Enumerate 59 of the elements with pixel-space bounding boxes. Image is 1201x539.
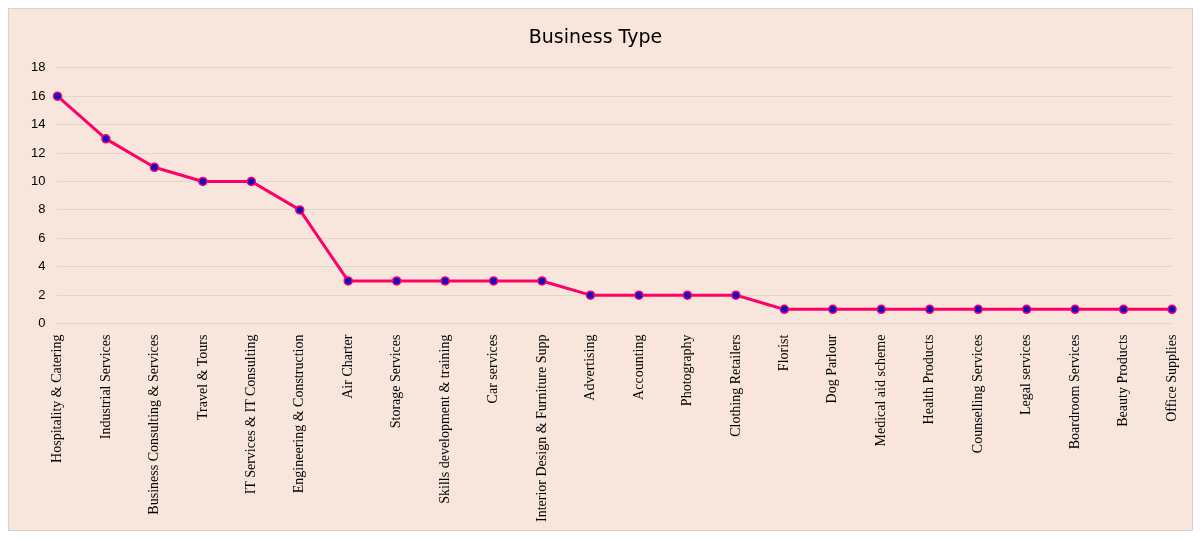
x-tick-label: Medical aid scheme bbox=[872, 334, 888, 447]
y-tick-label: 12 bbox=[30, 144, 46, 160]
x-tick-label: Air Charter bbox=[339, 334, 355, 399]
y-tick-label: 0 bbox=[38, 315, 46, 331]
x-tick-label: Interior Design & Furniture Supp bbox=[533, 334, 549, 522]
point bbox=[924, 304, 935, 315]
point bbox=[52, 91, 63, 101]
point bbox=[440, 276, 450, 286]
point bbox=[295, 205, 305, 215]
point bbox=[343, 276, 353, 286]
point bbox=[1118, 304, 1129, 315]
point bbox=[1070, 304, 1080, 315]
y-tick-label: 18 bbox=[30, 59, 46, 75]
x-tick-label: Advertising bbox=[582, 334, 598, 401]
x-tick-label: Hospitality & Catering bbox=[49, 334, 65, 463]
point bbox=[198, 176, 208, 187]
x-tick-label: Florist bbox=[776, 334, 792, 372]
x-tick-label: Counselling Services bbox=[969, 334, 985, 454]
point bbox=[149, 162, 160, 173]
point bbox=[973, 304, 983, 315]
point bbox=[876, 304, 886, 315]
x-tick-label: Storage Services bbox=[388, 334, 404, 429]
x-tick-label: Legal services bbox=[1018, 334, 1034, 416]
x-tick-label: IT Services & IT Consulting bbox=[242, 334, 258, 495]
y-tick-label: 8 bbox=[38, 201, 46, 217]
point bbox=[634, 290, 644, 300]
point bbox=[731, 290, 741, 300]
point bbox=[537, 276, 547, 286]
point bbox=[1021, 304, 1032, 315]
x-tick-label: Beauty Products bbox=[1115, 334, 1131, 427]
x-tick-label: Office Supplies bbox=[1163, 334, 1179, 422]
point bbox=[682, 290, 693, 300]
x-tick-label: Health Products bbox=[921, 334, 937, 425]
y-tick-label: 4 bbox=[38, 258, 46, 274]
x-tick-label: Travel & Tours bbox=[194, 334, 210, 420]
x-tick-label: Car services bbox=[485, 334, 501, 404]
x-tick-label: Boardroom Services bbox=[1066, 334, 1082, 450]
y-tick-label: 2 bbox=[38, 286, 46, 302]
chart-title: Business Type bbox=[528, 25, 663, 48]
x-tick-label: Skills development & training bbox=[436, 334, 452, 504]
point bbox=[391, 276, 402, 286]
y-tick-label: 16 bbox=[30, 87, 46, 103]
y-tick-label: 6 bbox=[38, 229, 46, 245]
x-tick-label: Business Consulting & Services bbox=[146, 334, 162, 515]
x-tick-label: Clothing Retailers bbox=[727, 334, 743, 437]
x-tick-label: Accounting bbox=[630, 334, 646, 400]
point bbox=[1167, 304, 1177, 315]
point bbox=[585, 290, 596, 300]
point bbox=[101, 134, 111, 144]
point bbox=[246, 176, 257, 187]
x-tick-label: Dog Parlour bbox=[824, 334, 840, 404]
y-tick-label: 10 bbox=[30, 173, 46, 189]
x-tick-label: Photography bbox=[679, 334, 695, 407]
x-tick-label: Engineering & Construction bbox=[291, 334, 307, 494]
point bbox=[488, 276, 499, 286]
point bbox=[779, 304, 790, 315]
point bbox=[828, 304, 838, 315]
x-tick-label: Industrial Services bbox=[97, 334, 113, 440]
y-tick-label: 14 bbox=[30, 116, 46, 132]
